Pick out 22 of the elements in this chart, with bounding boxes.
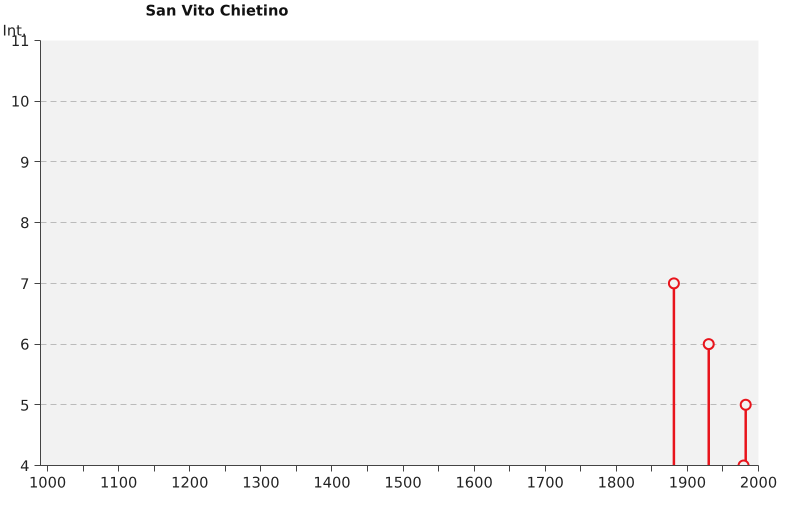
point (702, 338, 715, 350)
point (668, 277, 680, 290)
y-tick-label: 10 (10, 94, 30, 111)
y-tick-label: 8 (20, 215, 30, 232)
chart-title: San Vito Chietino (146, 2, 288, 20)
x-tick-label: 1900 (668, 474, 706, 492)
y-tick-label: 9 (20, 154, 30, 172)
x-tick-label: 1300 (242, 474, 280, 492)
x-tick-label: 1000 (28, 474, 66, 492)
x-tick-label: 1200 (171, 474, 208, 492)
x-tick-label: 1100 (100, 474, 138, 492)
point (740, 398, 752, 411)
y-tick-label: 7 (20, 276, 30, 293)
x-tick-label: 2000 (740, 474, 778, 492)
y-tick-label: 4 (20, 458, 30, 475)
x-tick-label: 1600 (455, 474, 493, 492)
x-tick-label: 1700 (526, 474, 564, 492)
x-tick-label: 1500 (384, 474, 422, 492)
x-tick-label: 1400 (313, 474, 351, 492)
y-tick-label: 6 (20, 336, 30, 354)
y-tick-label: 5 (20, 397, 30, 414)
x-tick-label: 1800 (598, 474, 635, 492)
